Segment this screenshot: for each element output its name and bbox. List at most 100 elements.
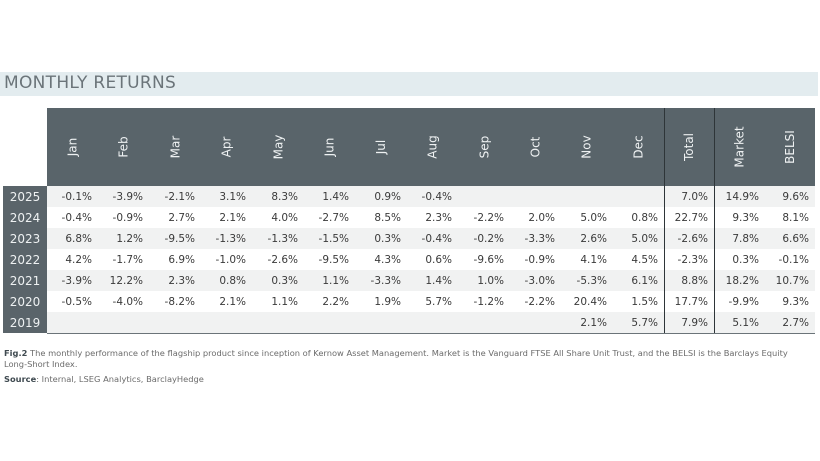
cell-belsi: 2.7%: [782, 316, 809, 329]
cell-nov: 4.1%: [580, 253, 607, 266]
cell-sep: 1.0%: [477, 274, 504, 287]
cell-nov: 2.6%: [580, 232, 607, 245]
cell-total: 8.8%: [681, 274, 708, 287]
cell-nov: [561, 186, 613, 207]
cell-may: [252, 312, 304, 333]
cell-aug: -0.4%: [421, 232, 452, 245]
cell-market: 7.8%: [732, 232, 759, 245]
cell-jan: -0.1%: [61, 190, 92, 203]
cell-jun: [304, 312, 355, 333]
column-header-label: May: [271, 134, 285, 160]
cell-total: 7.0%: [681, 190, 708, 203]
year-label: 2022: [3, 249, 47, 270]
cell-market: 9.3%: [732, 211, 759, 224]
cell-total: 22.7%: [674, 211, 708, 224]
cell-mar: -2.1%: [164, 190, 195, 203]
cell-may: -1.3%: [267, 232, 298, 245]
row-cells: [47, 291, 815, 312]
cell-jun: 1.1%: [322, 274, 349, 287]
cell-oct: [510, 312, 561, 333]
cell-apr: 2.1%: [219, 295, 246, 308]
year-label: 2021: [3, 270, 47, 291]
cell-may: 8.3%: [271, 190, 298, 203]
cell-aug: 2.3%: [425, 211, 452, 224]
cell-belsi: 10.7%: [775, 274, 809, 287]
cell-feb: [98, 312, 149, 333]
cell-jul: 8.5%: [374, 211, 401, 224]
figure-caption: Fig.2 The monthly performance of the fla…: [4, 348, 804, 369]
row-cells: [47, 270, 815, 291]
year-label: 2025: [3, 186, 47, 207]
cell-mar: 2.7%: [168, 211, 195, 224]
cell-jul: -3.3%: [370, 274, 401, 287]
cell-sep: -2.2%: [473, 211, 504, 224]
column-header-label: Mar: [167, 135, 182, 159]
cell-jul: [355, 312, 407, 333]
section-title-band: [0, 72, 818, 96]
cell-oct: [510, 186, 561, 207]
cell-jun: -1.5%: [318, 232, 349, 245]
cell-may: -2.6%: [267, 253, 298, 266]
cell-jul: 1.9%: [374, 295, 401, 308]
cell-dec: 0.8%: [631, 211, 658, 224]
table-row-2022: 2022 4.2% -1.7% 6.9% -1.0% -2.6% -9.5% 4.3% 0.6%…: [3, 249, 815, 270]
cell-apr: 2.1%: [219, 211, 246, 224]
cell-market: 18.2%: [725, 274, 759, 287]
cell-feb: -4.0%: [112, 295, 143, 308]
cell-oct: -2.2%: [524, 295, 555, 308]
column-header-total: Total: [664, 108, 714, 186]
cell-may: 4.0%: [271, 211, 298, 224]
cell-mar: [149, 312, 201, 333]
year-label: 2019: [3, 312, 47, 333]
column-header-may: May: [252, 108, 304, 186]
cell-aug: -0.4%: [421, 190, 452, 203]
cell-aug: 5.7%: [425, 295, 452, 308]
cell-total: -2.6%: [677, 232, 708, 245]
cell-feb: 12.2%: [109, 274, 143, 287]
cell-mar: 6.9%: [168, 253, 195, 266]
year-label: 2023: [3, 228, 47, 249]
cell-jul: 4.3%: [374, 253, 401, 266]
source-text: : Internal, LSEG Analytics, BarclayHedge: [36, 374, 204, 384]
column-header-label: Aug: [425, 135, 440, 159]
cell-nov: 20.4%: [573, 295, 607, 308]
cell-jul: 0.9%: [374, 190, 401, 203]
table-row-2020: 2020 -0.5% -4.0% -8.2% 2.1% 1.1% 2.2% 1.9% 5.7% -…: [3, 291, 815, 312]
cell-aug: [407, 312, 458, 333]
cell-jun: -9.5%: [318, 253, 349, 266]
cell-jan: -3.9%: [61, 274, 92, 287]
column-header-sep: Sep: [458, 108, 510, 186]
caption-label: Fig.2: [4, 348, 28, 358]
cell-aug: 1.4%: [425, 274, 452, 287]
cell-apr: 0.8%: [219, 274, 246, 287]
column-header-feb: Feb: [98, 108, 149, 186]
cell-jul: 0.3%: [374, 232, 401, 245]
cell-jan: 6.8%: [65, 232, 92, 245]
cell-sep: -9.6%: [473, 253, 504, 266]
cell-jan: 4.2%: [65, 253, 92, 266]
cell-market: -9.9%: [728, 295, 759, 308]
column-header-jul: Jul: [355, 108, 407, 186]
cell-jun: 2.2%: [322, 295, 349, 308]
column-header-label: Feb: [116, 136, 131, 158]
cell-dec: 6.1%: [631, 274, 658, 287]
row-cells: [47, 249, 815, 270]
column-header-nov: Nov: [561, 108, 613, 186]
source-note: Source: Internal, LSEG Analytics, Barcla…: [4, 374, 204, 384]
cell-dec: 5.0%: [631, 232, 658, 245]
column-header-dec: Dec: [613, 108, 664, 186]
cell-jan: [47, 312, 98, 333]
cell-total: 7.9%: [681, 316, 708, 329]
cell-feb: -3.9%: [112, 190, 143, 203]
cell-oct: -3.3%: [524, 232, 555, 245]
cell-mar: -9.5%: [164, 232, 195, 245]
column-header-jun: Jun: [304, 108, 355, 186]
cell-nov: 5.0%: [580, 211, 607, 224]
cell-may: 1.1%: [271, 295, 298, 308]
cell-sep: -0.2%: [473, 232, 504, 245]
cell-belsi: 9.6%: [782, 190, 809, 203]
table-header: Jan Feb Mar Apr May Jun Jul Aug Sep Oct Nov Dec Tota…: [47, 108, 815, 186]
cell-oct: -0.9%: [524, 253, 555, 266]
column-header-label: Jun: [322, 137, 337, 157]
column-header-label: Apr: [219, 136, 234, 158]
